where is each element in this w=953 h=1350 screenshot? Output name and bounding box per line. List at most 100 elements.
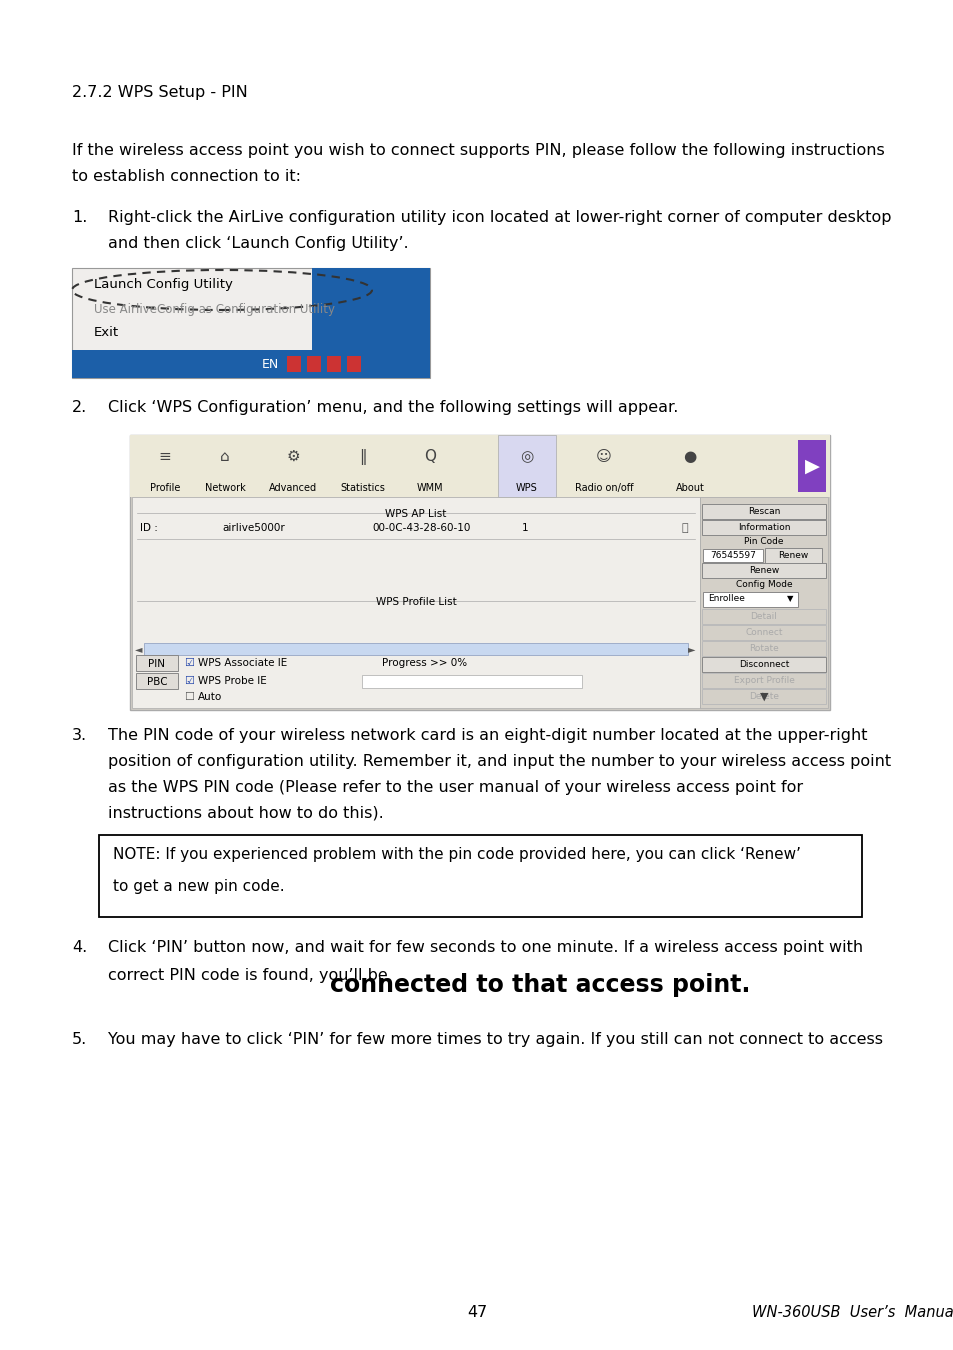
Text: Profile: Profile — [150, 483, 180, 493]
Bar — [700, 497, 827, 707]
Text: Rotate: Rotate — [748, 644, 778, 653]
Text: ‖: ‖ — [359, 450, 366, 464]
Text: to establish connection to it:: to establish connection to it: — [71, 169, 301, 184]
Bar — [312, 269, 430, 378]
FancyBboxPatch shape — [701, 520, 825, 535]
Text: Detail: Detail — [750, 612, 777, 621]
Text: ▶: ▶ — [803, 456, 819, 475]
Text: Click ‘WPS Configuration’ menu, and the following settings will appear.: Click ‘WPS Configuration’ menu, and the … — [108, 400, 678, 414]
Text: About: About — [675, 483, 703, 493]
Text: Radio on/off: Radio on/off — [574, 483, 633, 493]
FancyBboxPatch shape — [701, 641, 825, 656]
Bar — [702, 593, 797, 608]
Text: ►: ► — [687, 644, 695, 653]
Bar — [287, 356, 301, 373]
FancyBboxPatch shape — [701, 504, 825, 518]
Text: WMM: WMM — [416, 483, 443, 493]
Text: correct PIN code is found, you’ll be: correct PIN code is found, you’ll be — [108, 968, 393, 983]
Text: ⚿: ⚿ — [681, 522, 688, 533]
Text: PIN: PIN — [149, 659, 165, 670]
FancyBboxPatch shape — [701, 674, 825, 688]
Bar — [702, 549, 762, 562]
Text: EN: EN — [262, 358, 279, 370]
Bar — [497, 435, 556, 497]
Text: If the wireless access point you wish to connect supports PIN, please follow the: If the wireless access point you wish to… — [71, 143, 883, 158]
Text: position of configuration utility. Remember it, and input the number to your wir: position of configuration utility. Remem… — [108, 755, 890, 770]
Text: 00-0C-43-28-60-10: 00-0C-43-28-60-10 — [372, 522, 470, 533]
Text: ☺: ☺ — [596, 450, 611, 464]
Text: Click ‘PIN’ button now, and wait for few seconds to one minute. If a wireless ac: Click ‘PIN’ button now, and wait for few… — [108, 940, 862, 954]
Text: instructions about how to do this).: instructions about how to do this). — [108, 806, 383, 821]
Text: and then click ‘Launch Config Utility’.: and then click ‘Launch Config Utility’. — [108, 236, 408, 251]
Text: WPS Associate IE: WPS Associate IE — [198, 657, 287, 668]
Text: Rescan: Rescan — [747, 508, 780, 516]
Text: Q: Q — [423, 450, 436, 464]
Text: ⚙: ⚙ — [286, 450, 299, 464]
FancyBboxPatch shape — [701, 688, 825, 703]
Text: Enrollee: Enrollee — [707, 594, 744, 603]
Text: Auto: Auto — [198, 693, 222, 702]
Text: ⌂: ⌂ — [220, 450, 230, 464]
Bar — [132, 497, 700, 707]
Text: ▼: ▼ — [786, 594, 792, 603]
Text: Launch Config Utility: Launch Config Utility — [94, 278, 233, 292]
Text: ID :: ID : — [140, 522, 157, 533]
Text: 76545597: 76545597 — [709, 551, 755, 560]
Bar — [71, 350, 430, 378]
Text: Pin Code: Pin Code — [743, 537, 783, 545]
Text: connected to that access point.: connected to that access point. — [330, 973, 750, 998]
Text: ▼: ▼ — [759, 693, 767, 702]
Text: ☑: ☑ — [184, 657, 193, 668]
Text: ☑: ☑ — [184, 676, 193, 686]
Text: WN-360USB  User’s  Manual: WN-360USB User’s Manual — [751, 1305, 953, 1320]
Text: airlive5000r: airlive5000r — [222, 522, 284, 533]
Text: as the WPS PIN code (Please refer to the user manual of your wireless access poi: as the WPS PIN code (Please refer to the… — [108, 780, 802, 795]
Bar — [361, 675, 581, 688]
Bar — [347, 356, 360, 373]
Text: ◄: ◄ — [135, 644, 142, 653]
Text: 47: 47 — [466, 1305, 487, 1320]
Text: Delete: Delete — [748, 693, 779, 701]
Bar — [327, 356, 340, 373]
Text: Right-click the AirLive configuration utility icon located at lower-right corner: Right-click the AirLive configuration ut… — [108, 211, 890, 225]
Text: Renew: Renew — [777, 551, 807, 560]
FancyBboxPatch shape — [701, 657, 825, 672]
FancyBboxPatch shape — [701, 625, 825, 640]
FancyBboxPatch shape — [701, 563, 825, 578]
Text: PBC: PBC — [147, 676, 167, 687]
Text: WPS Probe IE: WPS Probe IE — [198, 676, 267, 686]
Text: Exit: Exit — [94, 325, 119, 339]
Bar — [797, 440, 825, 491]
Text: WPS Profile List: WPS Profile List — [375, 597, 456, 608]
FancyBboxPatch shape — [701, 609, 825, 624]
Text: Connect: Connect — [744, 628, 781, 637]
Text: Information: Information — [737, 522, 789, 532]
Bar — [144, 643, 687, 655]
Bar — [71, 269, 430, 378]
Bar — [307, 356, 320, 373]
Text: WPS AP List: WPS AP List — [385, 509, 446, 518]
Text: 5.: 5. — [71, 1031, 87, 1048]
Text: Config Mode: Config Mode — [735, 580, 792, 589]
Text: 4.: 4. — [71, 940, 87, 954]
Text: Use AirliveConfig as Configuration Utility: Use AirliveConfig as Configuration Utili… — [94, 302, 335, 316]
Text: Advanced: Advanced — [269, 483, 316, 493]
Text: 2.: 2. — [71, 400, 87, 414]
FancyBboxPatch shape — [136, 674, 178, 688]
Bar — [130, 435, 829, 710]
Text: ◎: ◎ — [519, 450, 533, 464]
Text: The PIN code of your wireless network card is an eight-digit number located at t: The PIN code of your wireless network ca… — [108, 728, 866, 743]
Text: 3.: 3. — [71, 728, 87, 743]
Text: Renew: Renew — [748, 566, 779, 575]
Text: ≡: ≡ — [158, 450, 172, 464]
Text: to get a new pin code.: to get a new pin code. — [112, 879, 284, 894]
Text: WPS: WPS — [516, 483, 537, 493]
Text: Statistics: Statistics — [340, 483, 385, 493]
Text: NOTE: If you experienced problem with the pin code provided here, you can click : NOTE: If you experienced problem with th… — [112, 846, 801, 863]
Text: 1: 1 — [521, 522, 528, 533]
Text: 1.: 1. — [71, 211, 88, 225]
Text: 2.7.2 WPS Setup - PIN: 2.7.2 WPS Setup - PIN — [71, 85, 248, 100]
FancyBboxPatch shape — [764, 548, 821, 563]
Text: ☐: ☐ — [184, 693, 193, 702]
Text: Progress >> 0%: Progress >> 0% — [381, 657, 467, 668]
